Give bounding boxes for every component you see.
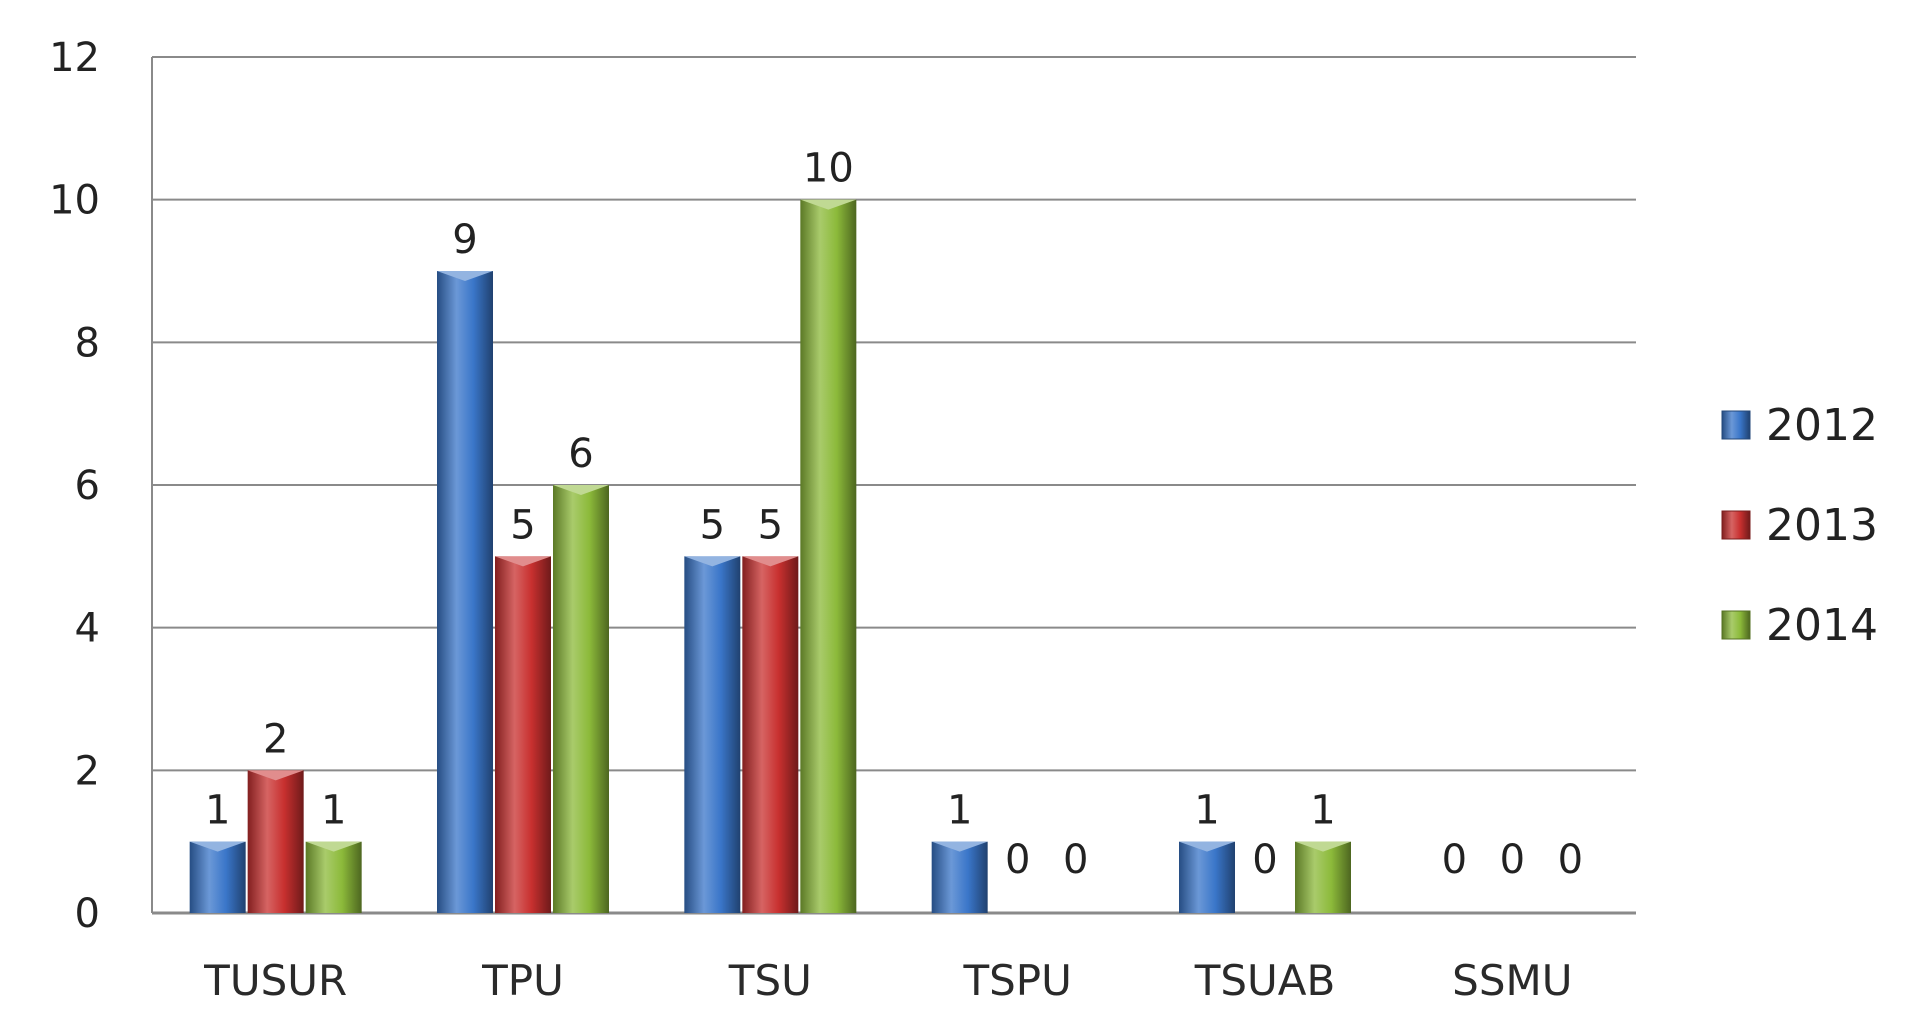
data-label: 10 [803,146,854,192]
data-label: 5 [758,502,783,548]
legend-label: 2013 [1766,500,1878,551]
bar-top-bevel [553,485,609,495]
bar-top-bevel [1295,841,1351,852]
y-tick-label: 0 [75,891,100,937]
x-tick-label: TSUAB [1194,956,1336,1005]
data-label: 0 [1063,837,1088,883]
data-label: 6 [568,431,593,477]
legend-swatch-2013 [1721,510,1751,540]
legend-label: 2014 [1766,600,1878,651]
bar-top-bevel [800,199,857,210]
legend-swatch-2014 [1721,610,1751,640]
bar-top-bevel [437,271,493,281]
legend-swatch-2012 [1721,410,1751,440]
bar-top-bevel [931,841,988,852]
bar-2013-tusur [247,770,304,913]
bar-2012-tusur [189,841,246,913]
y-tick-label: 2 [75,748,100,794]
bar-top-bevel [305,841,362,852]
data-label: 1 [1310,788,1335,834]
bars [189,199,1351,913]
x-tick-label: TPU [481,956,564,1005]
bar-2012-tspu [931,841,988,913]
bar-top-bevel [247,770,304,781]
bar-top-bevel [495,556,551,567]
x-tick-label: TUSUR [203,956,347,1005]
data-label: 0 [1500,837,1525,883]
data-label: 1 [321,788,346,834]
x-tick-label: TSU [728,956,812,1005]
bar-2012-tpu [437,271,493,913]
data-label: 1 [205,788,230,834]
data-label: 5 [700,502,725,548]
data-label: 0 [1005,837,1030,883]
data-label: 9 [452,217,477,263]
bar-2014-tsuab [1295,841,1351,913]
y-tick-label: 8 [75,320,100,366]
bar-top-bevel [189,841,246,852]
gridlines [152,56,1636,914]
bar-top-bevel [1179,841,1235,852]
data-label: 1 [1194,788,1219,834]
bar-top-bevel [742,556,799,567]
data-label: 0 [1252,837,1277,883]
bar-2012-tsuab [1179,841,1235,913]
bar-top-bevel [684,556,741,567]
data-label: 5 [510,502,535,548]
bar-2012-tsu [684,556,741,913]
y-tick-label: 4 [75,606,100,652]
bar-2014-tpu [553,485,609,913]
data-label: 2 [263,716,288,762]
data-label: 1 [947,788,972,834]
legend: 2012 2013 2014 [1721,400,1878,651]
y-tick-label: 10 [49,178,100,224]
bar-2013-tpu [495,556,551,913]
y-tick-label: 12 [49,35,100,81]
data-label: 0 [1442,837,1467,883]
data-label: 0 [1558,837,1583,883]
legend-label: 2012 [1766,400,1878,451]
bar-2014-tusur [305,841,362,913]
bar-2014-tsu [800,199,857,913]
bar-2013-tsu [742,556,799,913]
y-tick-label: 6 [75,463,100,509]
x-tick-label: TSPU [962,956,1071,1005]
x-tick-label: SSMU [1452,956,1572,1005]
